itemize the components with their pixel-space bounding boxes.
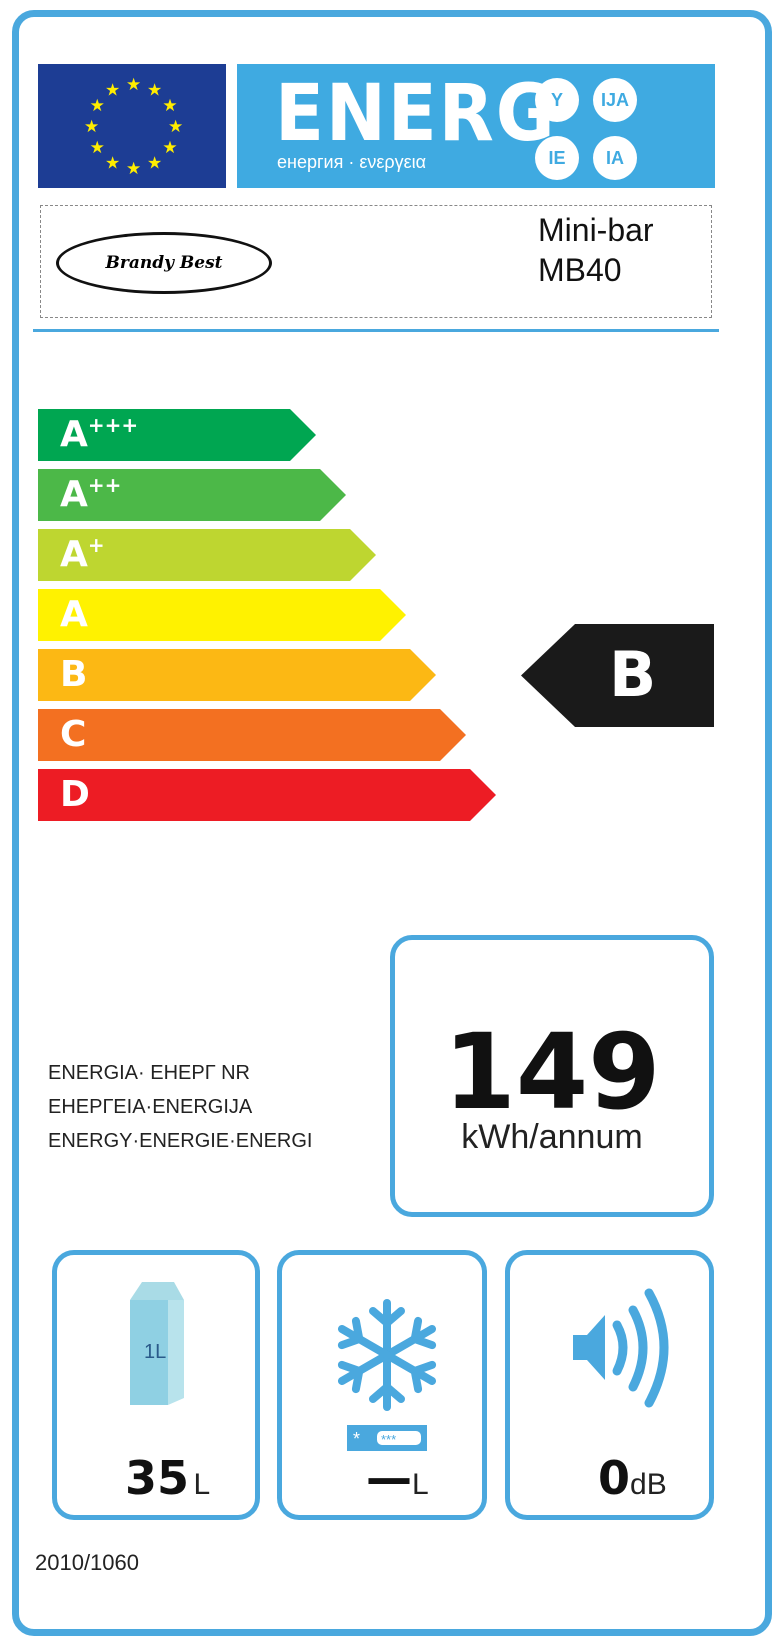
efficiency-class-bar: A+++ [38, 409, 316, 461]
suffix-badge: IE [535, 136, 579, 180]
suffix-badge: Y [535, 78, 579, 122]
banner-title: ENERG [275, 69, 557, 159]
noise-value: 0 [598, 1451, 631, 1505]
eu-star-icon: ★ [147, 153, 162, 172]
eu-star-icon: ★ [105, 81, 120, 100]
class-label: A+ [60, 533, 105, 575]
eu-flag: ★ ★ ★ ★ ★ ★ ★ ★ ★ ★ ★ ★ [38, 64, 226, 188]
energy-label-text: ENERGY·ENERGIE·ENERGI [48, 1130, 313, 1152]
noise-unit: dB [630, 1468, 667, 1501]
frozen-volume-box: * *** —L [277, 1250, 487, 1520]
svg-text:***: *** [381, 1432, 396, 1447]
class-label: C [60, 714, 87, 755]
eu-star-icon: ★ [147, 81, 162, 100]
efficiency-class-bar: B [38, 649, 436, 701]
consumption-unit: kWh/annum [461, 1118, 643, 1156]
regulation-number: 2010/1060 [35, 1550, 139, 1575]
eu-star-icon: ★ [168, 117, 183, 136]
class-label: A+++ [60, 413, 139, 455]
energy-label-text: EHEPГEIA·ENERGIJA [48, 1096, 253, 1118]
fresh-volume-box: 1L 35 L [52, 1250, 260, 1520]
class-label: B [60, 654, 88, 695]
frozen-volume-unit: L [412, 1468, 429, 1501]
speaker-icon [573, 1288, 669, 1408]
divider [33, 329, 719, 332]
snowflake-icon [332, 1299, 442, 1415]
milk-carton-icon: 1L [130, 1282, 184, 1405]
efficiency-class-bar: A++ [38, 469, 346, 521]
suffix-badge: IJA [593, 78, 637, 122]
suffix-badge: IA [593, 136, 637, 180]
fresh-volume-unit: L [193, 1468, 211, 1501]
efficiency-class-bar: C [38, 709, 466, 761]
eu-star-icon: ★ [126, 159, 141, 178]
product-type: Mini-bar [538, 212, 654, 248]
brand-logo: Brandy Best [56, 232, 272, 294]
fresh-volume-value: 35 [125, 1451, 190, 1505]
eu-star-icon: ★ [105, 153, 120, 172]
eu-stars-icon: ★ ★★★★★★★★★★★ [84, 75, 183, 178]
frozen-volume-value: — [366, 1451, 412, 1505]
energy-label-text: ENERGIA· EHEPГ NR [48, 1062, 250, 1084]
class-label: D [60, 774, 90, 815]
eu-star-icon: ★ [126, 75, 141, 94]
carton-label: 1L [144, 1341, 166, 1363]
noise-box: 0dB [505, 1250, 714, 1520]
eu-star-icon: ★ [90, 138, 105, 157]
supplier-box [40, 205, 712, 318]
eu-star-icon: ★ [84, 117, 99, 136]
freezer-stars-icon: * *** [347, 1425, 427, 1451]
eu-star-icon: ★ [162, 138, 177, 157]
efficiency-class-bar: D [38, 769, 496, 821]
label-frame [12, 10, 772, 1636]
banner-subtitle: енергия · ενεργεια [277, 152, 427, 172]
class-label: A [60, 594, 88, 635]
efficiency-class-bar: A [38, 589, 406, 641]
eu-star-icon: ★ [90, 96, 105, 115]
class-label: A++ [60, 473, 122, 515]
energy-banner: ENERG енергия · ενεργεια Y IJA IE IA [237, 64, 715, 188]
eu-star-icon: ★ [162, 96, 177, 115]
svg-text:*: * [353, 1429, 360, 1449]
rating-letter: B [609, 638, 657, 711]
consumption-value: 149 [443, 1011, 661, 1133]
consumption-box: 149 kWh/annum [390, 935, 714, 1217]
efficiency-class-bar: A+ [38, 529, 376, 581]
model-number: MB40 [538, 252, 622, 288]
